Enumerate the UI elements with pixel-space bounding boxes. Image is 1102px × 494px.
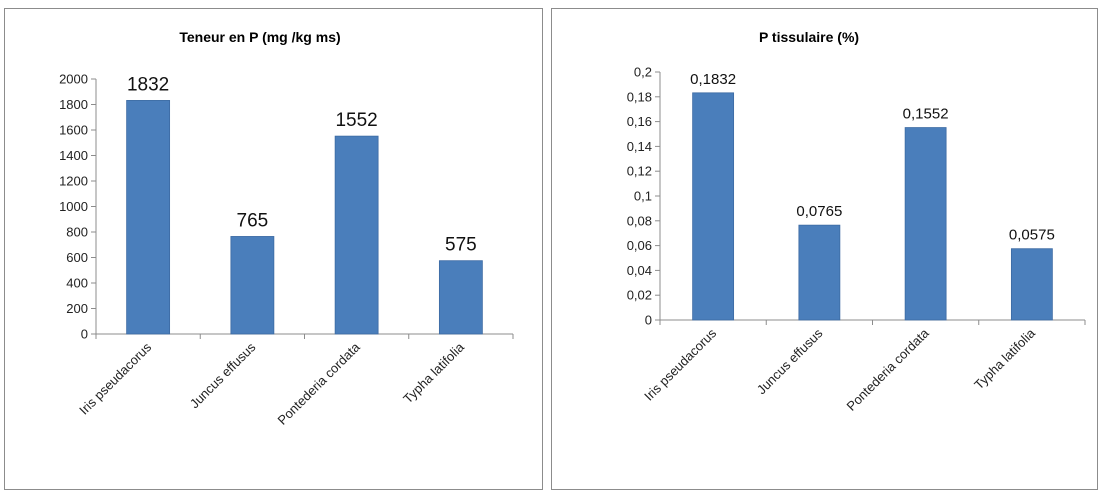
chart-phosphorus-content: Teneur en P (mg /kg ms) 0 200 400 600 800 100… [59,29,514,428]
y-tick-label: 1000 [59,199,88,214]
y-tick-label: 800 [66,225,88,240]
y-tick-label: 0,12 [627,164,652,179]
data-label: 1552 [335,110,377,131]
y-tick-label: 1800 [59,97,88,112]
y-tick-label: 0 [645,313,652,328]
bar [126,100,171,335]
data-label: 0,1552 [903,106,949,123]
y-tick-label: 1400 [59,148,88,163]
category-label: Iris pseudacorus [76,339,154,417]
category-label: Typha latifolia [971,325,1038,392]
y-tick-label: 0,04 [627,263,652,278]
y-tick-label: 1200 [59,174,88,189]
y-tick-label: 2000 [59,72,88,87]
y-tick-label: 0,16 [627,114,652,129]
bar [1010,248,1053,321]
category-label: Iris pseudacorus [641,325,719,403]
chart-title: P tissulaire (%) [759,29,859,45]
bar [798,224,841,321]
y-tick-label: 200 [66,301,88,316]
bar [230,236,275,335]
category-label: Juncus effusus [187,339,259,411]
bar [334,135,379,335]
y-tick-label: 0,1 [634,189,652,204]
y-tick-label: 600 [66,250,88,265]
data-label: 765 [237,210,269,231]
category-label: Pontederia cordata [274,339,363,428]
category-label: Typha latifolia [400,339,467,406]
category-label: Juncus effusus [754,325,826,397]
y-tick-label: 0 [81,327,88,342]
bar [692,92,735,321]
y-tick-label: 0,06 [627,238,652,253]
category-label: Pontederia cordata [843,325,932,414]
y-tick-label: 1600 [59,123,88,138]
data-label: 575 [445,235,477,256]
chart-panel-tissue-phosphorus: P tissulaire (%) 0 0,02 0,04 0,06 0,08 0,1 0,1… [551,8,1098,490]
y-tick-label: 400 [66,276,88,291]
y-tick-label: 0,08 [627,213,652,228]
data-label: 0,0575 [1009,227,1055,244]
data-label: 1832 [127,74,169,95]
chart-tissue-phosphorus: P tissulaire (%) 0 0,02 0,04 0,06 0,08 0,1 0,1… [627,29,1086,414]
chart-title: Teneur en P (mg /kg ms) [179,29,340,45]
data-label: 0,1832 [690,71,736,88]
y-tick-label: 0,14 [627,139,652,154]
y-tick-label: 0,18 [627,89,652,104]
data-label: 0,0765 [796,203,842,220]
y-tick-label: 0,02 [627,288,652,303]
bar [904,127,947,321]
bar [438,260,483,335]
chart-panel-phosphorus-content: Teneur en P (mg /kg ms) 0 200 400 600 800 100… [4,8,543,490]
y-tick-label: 0,2 [634,65,652,80]
